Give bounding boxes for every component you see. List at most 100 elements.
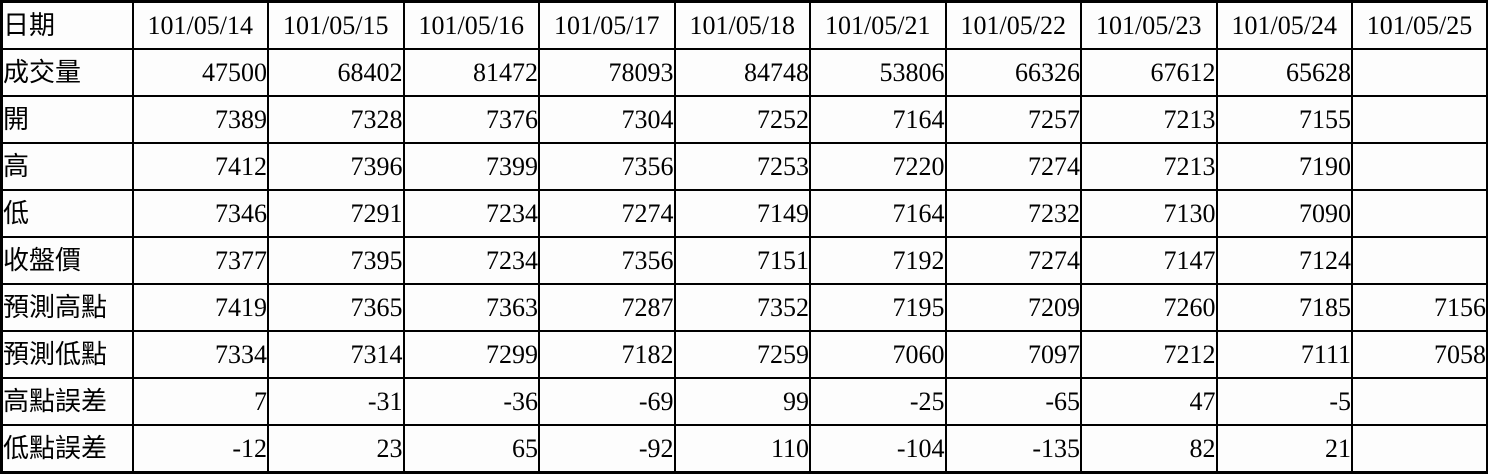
- value-cell: 110: [673, 424, 811, 474]
- row-label: 收盤價: [0, 236, 134, 285]
- value-cell: -5: [1215, 377, 1353, 426]
- value-cell: 53806: [809, 48, 947, 97]
- value-cell: -135: [944, 424, 1082, 474]
- value-cell: 7352: [673, 283, 811, 332]
- value-cell: 7232: [944, 189, 1082, 238]
- value-cell: 7356: [538, 142, 676, 191]
- row-label: 低: [0, 189, 134, 238]
- value-cell: 7182: [538, 330, 676, 379]
- header-date-cell: 101/05/15: [267, 0, 405, 50]
- value-cell: 7213: [1080, 142, 1218, 191]
- value-cell: 7419: [131, 283, 269, 332]
- value-cell: 7365: [267, 283, 405, 332]
- value-cell: 7363: [402, 283, 540, 332]
- table-row: 開 7389 7328 7376 7304 7252 7164 7257 7213 7155: [0, 95, 1488, 144]
- value-cell: 7209: [944, 283, 1082, 332]
- table-row: 低點誤差 -12 23 65 -92 110 -104 -135 82 21: [0, 424, 1488, 474]
- value-cell: 7190: [1215, 142, 1353, 191]
- value-cell: 7151: [673, 236, 811, 285]
- value-cell: 7299: [402, 330, 540, 379]
- value-cell: 7097: [944, 330, 1082, 379]
- value-cell: -65: [944, 377, 1082, 426]
- value-cell: 67612: [1080, 48, 1218, 97]
- row-label: 預測高點: [0, 283, 134, 332]
- row-label: 預測低點: [0, 330, 134, 379]
- header-date-cell: 101/05/14: [131, 0, 269, 50]
- value-cell: 7395: [267, 236, 405, 285]
- value-cell: 7156: [1351, 283, 1488, 332]
- value-cell: [1351, 142, 1488, 191]
- value-cell: [1351, 95, 1488, 144]
- value-cell: 7090: [1215, 189, 1353, 238]
- value-cell: 7396: [267, 142, 405, 191]
- value-cell: 7389: [131, 95, 269, 144]
- value-cell: 7399: [402, 142, 540, 191]
- value-cell: 7195: [809, 283, 947, 332]
- value-cell: 7257: [944, 95, 1082, 144]
- value-cell: [1351, 377, 1488, 426]
- value-cell: 47: [1080, 377, 1218, 426]
- value-cell: -31: [267, 377, 405, 426]
- row-label: 高點誤差: [0, 377, 134, 426]
- value-cell: -69: [538, 377, 676, 426]
- value-cell: 7314: [267, 330, 405, 379]
- value-cell: 7412: [131, 142, 269, 191]
- value-cell: -12: [131, 424, 269, 474]
- table-row: 預測低點 7334 7314 7299 7182 7259 7060 7097 7212 7111…: [0, 330, 1488, 379]
- value-cell: 7260: [1080, 283, 1218, 332]
- header-date-cell: 101/05/25: [1351, 0, 1488, 50]
- value-cell: 7058: [1351, 330, 1488, 379]
- value-cell: 7234: [402, 236, 540, 285]
- table-row: 高點誤差 7 -31 -36 -69 99 -25 -65 47 -5: [0, 377, 1488, 426]
- header-date-cell: 101/05/17: [538, 0, 676, 50]
- value-cell: 84748: [673, 48, 811, 97]
- value-cell: [1351, 236, 1488, 285]
- header-date-cell: 101/05/24: [1215, 0, 1353, 50]
- value-cell: 7212: [1080, 330, 1218, 379]
- value-cell: 68402: [267, 48, 405, 97]
- value-cell: 7291: [267, 189, 405, 238]
- value-cell: 23: [267, 424, 405, 474]
- value-cell: 7192: [809, 236, 947, 285]
- value-cell: 7164: [809, 95, 947, 144]
- table-row: 預測高點 7419 7365 7363 7287 7352 7195 7209 7260 7185…: [0, 283, 1488, 332]
- value-cell: [1351, 424, 1488, 474]
- row-label: 開: [0, 95, 134, 144]
- value-cell: 99: [673, 377, 811, 426]
- value-cell: 7060: [809, 330, 947, 379]
- value-cell: 81472: [402, 48, 540, 97]
- value-cell: -104: [809, 424, 947, 474]
- value-cell: 7147: [1080, 236, 1218, 285]
- row-label: 高: [0, 142, 134, 191]
- value-cell: 7220: [809, 142, 947, 191]
- value-cell: 7185: [1215, 283, 1353, 332]
- header-date-cell: 101/05/16: [402, 0, 540, 50]
- value-cell: [1351, 48, 1488, 97]
- value-cell: 7274: [944, 142, 1082, 191]
- table-row: 高 7412 7396 7399 7356 7253 7220 7274 7213 7190: [0, 142, 1488, 191]
- value-cell: 7124: [1215, 236, 1353, 285]
- header-date-cell: 101/05/18: [673, 0, 811, 50]
- value-cell: 7274: [944, 236, 1082, 285]
- table-row: 成交量 47500 68402 81472 78093 84748 53806 66326 67…: [0, 48, 1488, 97]
- value-cell: -36: [402, 377, 540, 426]
- value-cell: 7130: [1080, 189, 1218, 238]
- header-date-cell: 101/05/21: [809, 0, 947, 50]
- value-cell: -92: [538, 424, 676, 474]
- value-cell: 7334: [131, 330, 269, 379]
- value-cell: 7376: [402, 95, 540, 144]
- header-date-cell: 101/05/22: [944, 0, 1082, 50]
- table-row: 收盤價 7377 7395 7234 7356 7151 7192 7274 7147 7124: [0, 236, 1488, 285]
- row-label: 低點誤差: [0, 424, 134, 474]
- value-cell: 21: [1215, 424, 1353, 474]
- value-cell: 65628: [1215, 48, 1353, 97]
- value-cell: 7111: [1215, 330, 1353, 379]
- value-cell: 7274: [538, 189, 676, 238]
- value-cell: 66326: [944, 48, 1082, 97]
- value-cell: 7304: [538, 95, 676, 144]
- header-row: 日期 101/05/14 101/05/15 101/05/16 101/05/17 10…: [0, 0, 1488, 50]
- header-date-cell: 101/05/23: [1080, 0, 1218, 50]
- value-cell: 7328: [267, 95, 405, 144]
